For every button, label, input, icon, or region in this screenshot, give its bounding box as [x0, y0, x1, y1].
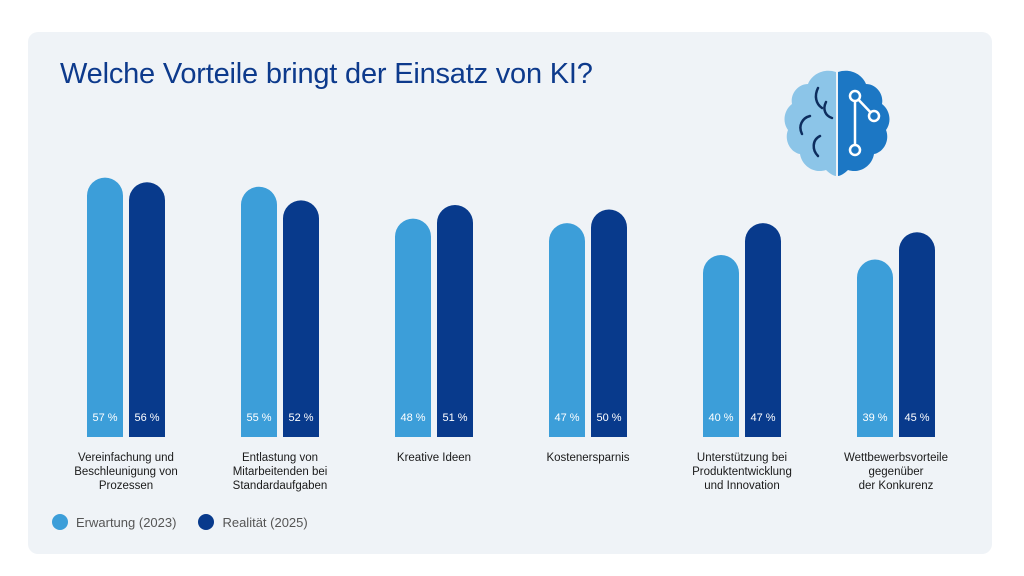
value-label-expectation-4: 40 % [708, 412, 733, 424]
category-label-0: Vereinfachung und Beschleunigung von Pro… [74, 452, 178, 492]
value-label-reality-2: 51 % [442, 412, 467, 424]
bar-reality-2 [437, 204, 473, 437]
value-label-expectation-1: 55 % [246, 412, 271, 424]
bar-expectation-5 [857, 259, 893, 437]
value-label-reality-4: 47 % [750, 412, 775, 424]
value-label-expectation-2: 48 % [400, 412, 425, 424]
category-label-1: Entlastung von Mitarbeitenden bei Standa… [232, 452, 328, 492]
legend: Erwartung (2023) Realität (2025) [52, 514, 330, 530]
value-label-reality-1: 52 % [288, 412, 313, 424]
legend-item-reality: Realität (2025) [198, 514, 308, 530]
value-label-expectation-5: 39 % [862, 412, 887, 424]
bar-expectation-3 [549, 223, 585, 437]
brain-icon [784, 70, 890, 176]
bar-reality-5 [899, 232, 935, 437]
legend-swatch-expectation [52, 514, 68, 530]
value-label-reality-3: 50 % [596, 412, 621, 424]
bar-expectation-1 [241, 186, 277, 437]
value-label-expectation-3: 47 % [554, 412, 579, 424]
legend-item-expectation: Erwartung (2023) [52, 514, 176, 530]
value-label-expectation-0: 57 % [92, 412, 117, 424]
bar-reality-4 [745, 223, 781, 437]
legend-label-expectation: Erwartung (2023) [76, 514, 177, 530]
bar-reality-0 [129, 182, 165, 437]
bar-expectation-2 [395, 218, 431, 437]
bar-expectation-0 [87, 177, 123, 437]
legend-swatch-reality [198, 514, 215, 530]
chart-title: Welche Vorteile bringt der Einsatz von K… [60, 58, 593, 90]
bar-reality-3 [591, 209, 627, 437]
bar-expectation-4 [703, 255, 739, 437]
category-label-5: Wettbewerbsvorteile gegenüber der Konkur… [844, 452, 948, 492]
value-label-reality-0: 56 % [134, 412, 159, 424]
category-label-3: Kostenersparnis [546, 452, 630, 464]
bar-reality-1 [283, 200, 319, 437]
value-label-reality-5: 45 % [904, 412, 929, 424]
category-label-4: Unterstützung bei Produktentwicklung und… [692, 452, 792, 492]
category-label-2: Kreative Ideen [396, 452, 472, 464]
legend-label-reality: Realität (2025) [222, 514, 308, 530]
